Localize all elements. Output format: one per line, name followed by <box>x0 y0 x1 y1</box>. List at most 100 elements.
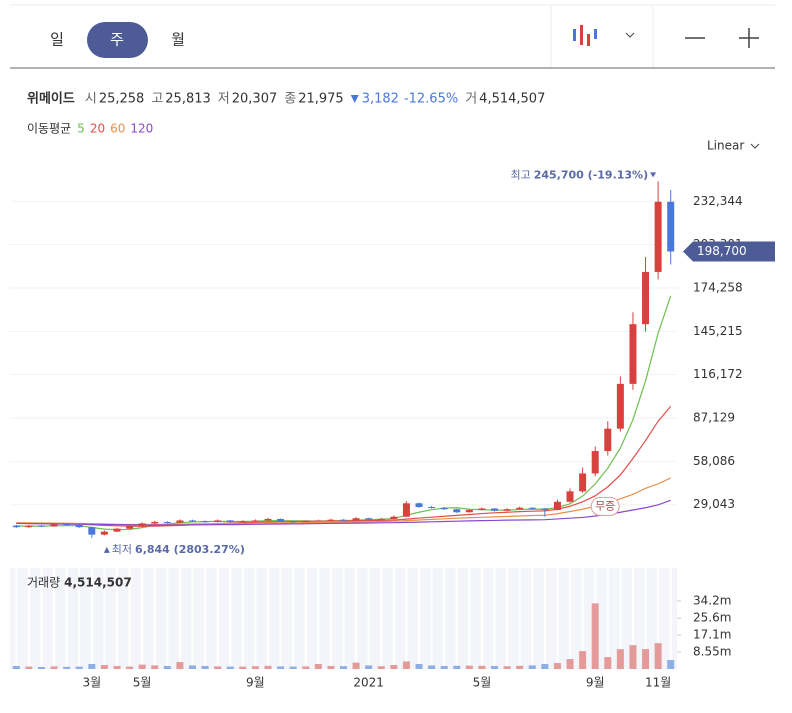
volume-bar <box>151 665 159 669</box>
volume-bar <box>314 664 322 669</box>
candle-body <box>377 518 385 520</box>
stock-name: 위메이드 <box>27 91 75 107</box>
tab-week[interactable]: 주 <box>110 31 124 49</box>
volume-bar <box>616 649 624 669</box>
volume-bar <box>654 643 662 669</box>
info-bar: 위메이드 시 25,258 고 25,813 저 20,307 종 21,975 3,182 -12… <box>27 91 545 136</box>
volume-bar <box>453 665 461 669</box>
y-tick-label: 174,258 <box>693 280 743 294</box>
candle-body <box>37 525 45 527</box>
tab-day[interactable]: 일 <box>50 31 64 49</box>
volume-bar <box>541 664 549 669</box>
candle-body <box>340 519 347 521</box>
y-tick-label: 232,344 <box>693 194 743 208</box>
volume-bar <box>214 666 222 669</box>
x-tick-label: 5월 <box>133 676 152 690</box>
zoom-in[interactable] <box>739 28 759 48</box>
candle-body <box>113 528 121 532</box>
volume-bar <box>553 663 561 669</box>
scale-label[interactable]: Linear <box>707 139 744 153</box>
candle-body <box>251 520 259 522</box>
x-tick-label: 5월 <box>473 676 492 690</box>
y-tick-label: 17.1m <box>693 628 731 642</box>
volume-bar <box>251 666 259 669</box>
candle-body <box>151 521 159 524</box>
tab-month[interactable]: 월 <box>171 31 185 49</box>
y-tick-label: 58,086 <box>693 454 735 468</box>
chart-type-icon[interactable] <box>573 25 597 46</box>
volume-bar <box>163 666 171 669</box>
info-value: 20,307 <box>232 92 278 107</box>
price-tag-label: 198,700 <box>697 244 747 258</box>
candle-body <box>352 518 360 521</box>
y-tick-label: 87,129 <box>693 411 735 425</box>
dropdown-arrow[interactable] <box>625 32 635 38</box>
candle-body <box>277 518 285 522</box>
candle-body <box>667 201 675 252</box>
volume-bar <box>25 666 33 669</box>
candle-body <box>642 271 650 325</box>
volume-label: 거래량 <box>27 576 60 590</box>
candle-body <box>63 524 71 526</box>
change-pct: -12.65% <box>404 92 458 107</box>
candle-body <box>453 509 461 513</box>
volume-bar <box>50 666 58 669</box>
ma-line <box>16 405 672 527</box>
x-tick-label: 9월 <box>246 676 265 690</box>
change: 3,182 <box>362 92 399 107</box>
ma-line <box>16 499 671 526</box>
info-label: 종 <box>284 92 296 107</box>
min-label: 최저 <box>112 543 132 556</box>
volume-bar <box>642 649 650 669</box>
volume-bar <box>428 665 436 669</box>
candle-body <box>12 525 20 528</box>
volume-bar <box>75 666 83 669</box>
volume-bar <box>478 665 486 669</box>
volume-bar <box>629 645 637 669</box>
volume-bar <box>302 666 310 669</box>
y-tick-label: 34.2m <box>693 594 731 608</box>
candle-body <box>491 508 499 511</box>
candle-body <box>50 524 58 527</box>
volume-bar <box>503 666 511 669</box>
info-value: 25,813 <box>165 92 211 107</box>
info-label: 시 <box>85 92 97 107</box>
volume-bar <box>226 666 234 669</box>
volume-bar <box>188 665 196 669</box>
candle-body <box>239 521 247 523</box>
candle-body <box>629 324 637 384</box>
candle-body <box>503 509 511 511</box>
x-tick-label: 9월 <box>586 676 605 690</box>
candle-body <box>566 491 574 502</box>
candle-body <box>528 507 536 509</box>
candle-body <box>289 521 297 523</box>
x-tick-label: 2021 <box>353 676 384 690</box>
volume-bar <box>352 662 360 669</box>
candle-body <box>428 507 436 509</box>
volume-bar <box>340 666 347 669</box>
badge: 무증 <box>595 499 615 512</box>
volume-bar <box>465 665 473 669</box>
volume-bar <box>528 665 536 669</box>
volume-bar <box>415 664 423 669</box>
max-label: 최고 <box>510 168 530 181</box>
candle-body <box>214 520 222 522</box>
legend-entry: 5 <box>77 122 85 136</box>
info-value: 21,975 <box>298 92 344 107</box>
scale-arrow[interactable] <box>750 143 760 149</box>
info-label: 고 <box>151 92 163 107</box>
volume-bar <box>491 666 499 669</box>
y-tick-label: 29,043 <box>693 497 735 511</box>
down-arrow <box>350 95 359 103</box>
volume-bar <box>201 666 209 669</box>
candle-body <box>516 507 524 510</box>
info-label: 거 <box>465 92 477 107</box>
candle-body <box>75 524 83 528</box>
candle-body <box>591 451 599 474</box>
candle-body <box>138 523 146 527</box>
volume-bar <box>327 666 335 669</box>
candle-body <box>88 527 96 535</box>
volume-bar <box>264 665 272 669</box>
volume-bar <box>277 666 285 669</box>
candle-body <box>176 520 184 523</box>
